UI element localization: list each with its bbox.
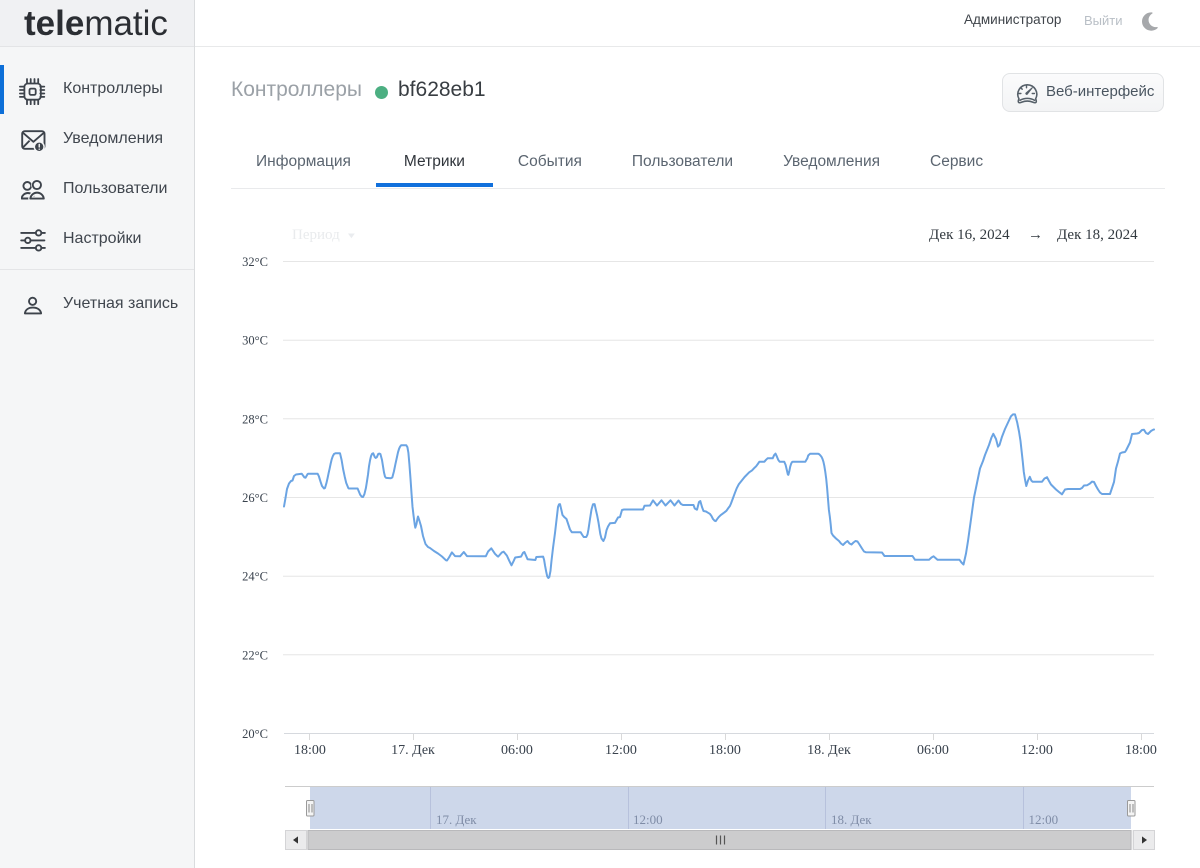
svg-text:26°C: 26°C	[242, 491, 268, 505]
svg-text:Дек 18, 2024: Дек 18, 2024	[1057, 227, 1138, 243]
svg-text:06:00: 06:00	[917, 743, 949, 758]
svg-text:24°C: 24°C	[242, 570, 268, 584]
svg-text:12:00: 12:00	[1021, 743, 1053, 758]
svg-text:18:00: 18:00	[709, 743, 741, 758]
svg-text:18:00: 18:00	[1125, 743, 1157, 758]
svg-text:Период: Период	[292, 227, 340, 243]
svg-text:17. Дек: 17. Дек	[391, 743, 435, 758]
svg-text:17. Дек: 17. Дек	[436, 812, 477, 827]
svg-text:→: →	[1028, 227, 1043, 243]
svg-text:12:00: 12:00	[1029, 812, 1059, 827]
svg-text:18. Дек: 18. Дек	[831, 812, 872, 827]
svg-text:18. Дек: 18. Дек	[807, 743, 851, 758]
svg-text:30°C: 30°C	[242, 334, 268, 348]
svg-text:18:00: 18:00	[294, 743, 326, 758]
svg-text:22°C: 22°C	[242, 648, 268, 662]
svg-text:28°C: 28°C	[242, 412, 268, 426]
svg-text:12:00: 12:00	[633, 812, 663, 827]
svg-text:32°C: 32°C	[242, 255, 268, 269]
svg-text:12:00: 12:00	[605, 743, 637, 758]
svg-text:Дек 16, 2024: Дек 16, 2024	[929, 227, 1010, 243]
svg-text:06:00: 06:00	[501, 743, 533, 758]
svg-text:20°C: 20°C	[242, 727, 268, 741]
